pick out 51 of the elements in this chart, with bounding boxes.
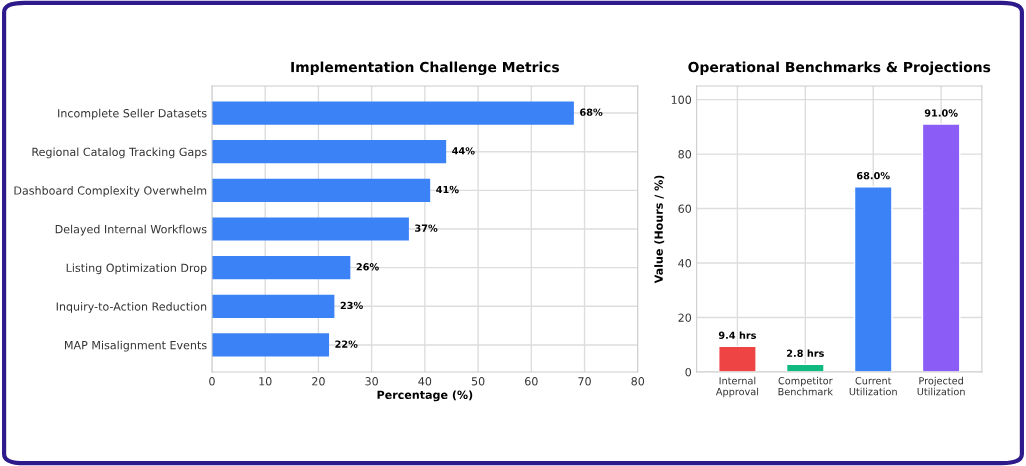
x-tick-label: 10: [259, 377, 272, 386]
x-tick-label: 30: [365, 377, 378, 386]
x-tick-label: 80: [631, 377, 645, 386]
x-tick-label: 20: [312, 377, 325, 386]
data-label: 41%: [436, 185, 459, 194]
y-tick-label: Listing Optimization Drop: [66, 263, 207, 275]
y-tick-label: Regional Catalog Tracking Gaps: [32, 147, 207, 159]
y-tick-label: Incomplete Seller Datasets: [58, 108, 207, 120]
x-tick-label: 60: [525, 377, 538, 386]
y-tick-label: Dashboard Complexity Overwhelm: [14, 186, 207, 197]
y-tick-label: Inquiry-to-Action Reduction: [56, 302, 207, 313]
bar: [211, 333, 330, 357]
y-tick-label: MAP Misalignment Events: [65, 340, 207, 352]
data-label: 91.0%: [924, 109, 958, 117]
bar: [211, 256, 351, 280]
y-tick-label: 20: [678, 313, 692, 322]
y-tick-label: 60: [678, 204, 692, 213]
data-label: 23%: [340, 301, 363, 310]
data-label: 26%: [356, 263, 379, 271]
data-label: 68.0%: [856, 171, 890, 180]
bar: [211, 140, 447, 164]
bar: [211, 294, 335, 318]
x-tick-label: 0: [209, 377, 215, 386]
data-label: 37%: [415, 224, 438, 232]
y-tick-label: 80: [678, 150, 692, 159]
x-tick-label: Current Utilization: [849, 377, 897, 396]
x-tick-label: Internal Approval: [715, 376, 759, 398]
data-label: 44%: [452, 147, 475, 155]
data-label: 22%: [335, 340, 358, 348]
data-label: 2.8 hrs: [787, 349, 824, 357]
x-tick-label: 50: [471, 377, 485, 386]
chart-title: Operational Benchmarks & Projections: [688, 61, 991, 76]
x-tick-label: Projected Utilization: [917, 376, 965, 396]
y-tick-label: 40: [678, 259, 692, 268]
bar: [853, 186, 893, 373]
y-axis-title: Value (Hours / %): [654, 175, 665, 284]
x-tick-label: Competitor Benchmark: [778, 376, 833, 396]
bar: [211, 101, 574, 125]
data-label: 68%: [580, 108, 603, 116]
y-tick-label: 100: [671, 95, 692, 104]
x-tick-label: 40: [418, 377, 432, 386]
x-tick-label: 70: [578, 377, 591, 386]
x-axis-title: Percentage (%): [377, 390, 473, 402]
y-tick-label: Delayed Internal Workflows: [55, 224, 207, 236]
bar: [921, 123, 961, 373]
y-tick-label: 0: [685, 367, 692, 377]
bar: [718, 345, 757, 373]
chart-title: Implementation Challenge Metrics: [291, 61, 560, 76]
bar: [211, 178, 431, 202]
data-label: 9.4 hrs: [718, 331, 756, 339]
bar: [211, 217, 409, 241]
